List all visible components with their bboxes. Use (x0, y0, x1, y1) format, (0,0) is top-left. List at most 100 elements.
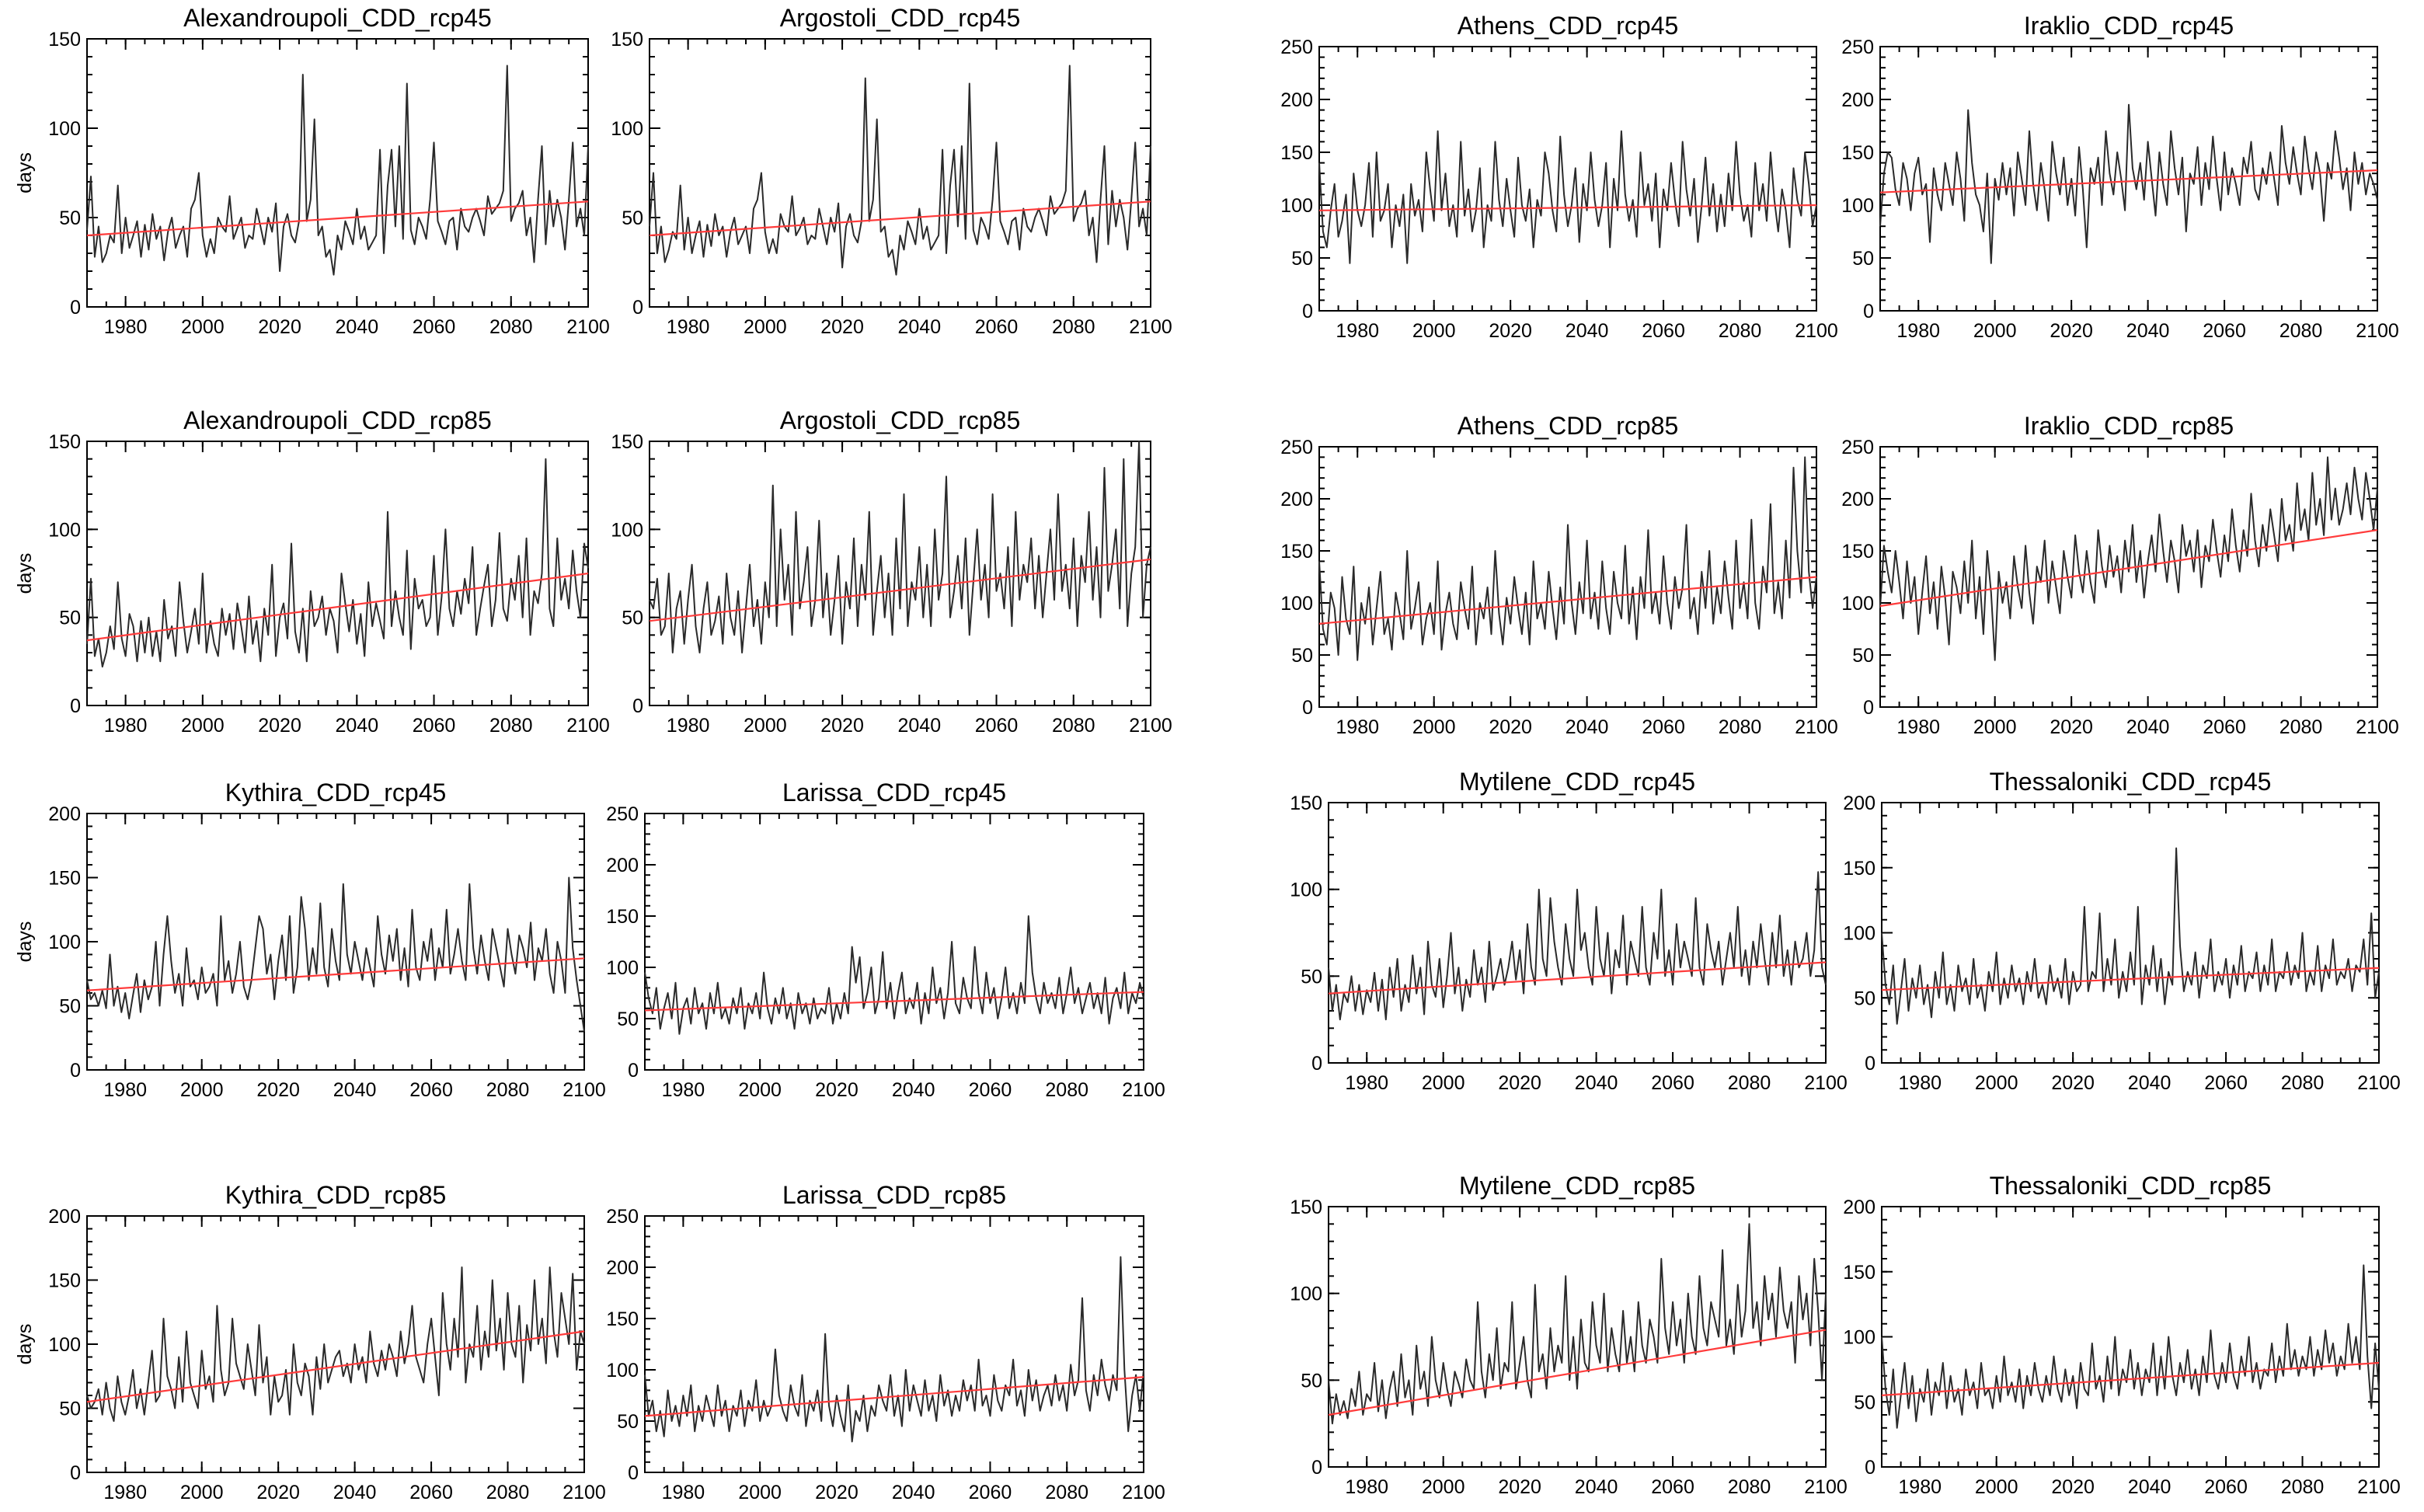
series-line-cdd (86, 64, 589, 276)
y-tick-label: 250 (1841, 37, 1874, 58)
x-tick-label: 1980 (1898, 1476, 1942, 1498)
x-tick-label: 2080 (486, 1482, 530, 1503)
x-tick-label: 2040 (897, 715, 941, 737)
x-tick-label: 2000 (1422, 1476, 1465, 1498)
y-tick-label: 200 (48, 1206, 81, 1228)
trend-line (86, 572, 589, 642)
y-tick-label: 0 (628, 1060, 639, 1082)
y-tick-label: 100 (606, 1360, 639, 1381)
y-tick-label: 200 (1280, 489, 1313, 510)
y-axis-label: days (14, 921, 36, 963)
x-tick-label: 1980 (103, 1079, 147, 1101)
x-tick-label: 2080 (489, 715, 533, 737)
y-axis-label: days (14, 553, 36, 594)
x-tick-label: 2040 (1566, 320, 1609, 342)
trend-line (649, 558, 1151, 622)
y-tick-label: 50 (1291, 248, 1313, 270)
y-tick-label: 0 (1302, 301, 1313, 322)
x-tick-label: 2100 (1122, 1482, 1165, 1503)
trend-line (1318, 576, 1817, 625)
x-tick-label: 2080 (1719, 716, 1762, 738)
y-tick-label: 250 (606, 1206, 639, 1228)
x-tick-label: 2060 (975, 316, 1019, 338)
chart-title: Alexandroupoli_CDD_rcp45 (183, 4, 492, 32)
trend-line (1879, 529, 2378, 608)
y-tick-label: 50 (1291, 645, 1313, 667)
x-tick-label: 2100 (1129, 316, 1172, 338)
plot-frame (644, 813, 1144, 1071)
series-line-cdd (1318, 130, 1817, 264)
x-tick-label: 2100 (2357, 1072, 2401, 1094)
y-tick-label: 50 (1852, 645, 1874, 667)
chart-iraklio-rcp85: Iraklio_CDD_rcp85 0 50 100 150 200 250 1980 2000… (1841, 412, 2399, 738)
x-tick-label: 2020 (2050, 320, 2093, 342)
x-tick-label: 2020 (1489, 716, 1532, 738)
x-tick-label: 2060 (2203, 716, 2246, 738)
y-tick-label: 50 (59, 1399, 81, 1420)
y-tick-label: 150 (1290, 793, 1322, 814)
trend-line (1328, 961, 1827, 995)
x-tick-label: 2000 (1412, 320, 1456, 342)
plot-frame (644, 1215, 1144, 1473)
x-tick-label: 2040 (333, 1079, 377, 1101)
x-tick-label: 2040 (2128, 1072, 2172, 1094)
x-tick-label: 2020 (820, 316, 864, 338)
x-tick-label: 2100 (2356, 716, 2399, 738)
x-tick-label: 2040 (2126, 320, 2170, 342)
y-tick-label: 200 (48, 803, 81, 825)
x-tick-label: 1980 (662, 1482, 705, 1503)
x-tick-label: 2000 (1412, 716, 1456, 738)
x-tick-label: 2060 (2203, 320, 2246, 342)
x-tick-label: 2060 (413, 715, 456, 737)
y-tick-label: 200 (606, 855, 639, 876)
y-tick-label: 100 (48, 118, 81, 140)
plot-frame (86, 441, 589, 706)
series-line-cdd (1879, 103, 2378, 264)
y-tick-label: 50 (1854, 988, 1875, 1009)
x-tick-label: 2000 (1973, 320, 2017, 342)
chart-title: Larissa_CDD_rcp85 (782, 1181, 1006, 1209)
trend-line (1881, 1361, 2380, 1396)
y-tick-label: 50 (59, 996, 81, 1018)
x-tick-label: 2100 (1795, 320, 1838, 342)
x-tick-label: 1980 (667, 715, 710, 737)
x-tick-label: 2060 (409, 1079, 453, 1101)
chart-athens-rcp85: Athens_CDD_rcp85 0 50 100 150 200 250 1980 2000 2… (1280, 412, 1838, 738)
x-tick-label: 2080 (1045, 1079, 1088, 1101)
x-tick-label: 2060 (1651, 1476, 1694, 1498)
x-tick-label: 2000 (1975, 1072, 2018, 1094)
y-tick-label: 0 (632, 695, 643, 717)
trend-line (644, 991, 1144, 1012)
series-line-cdd (1328, 871, 1827, 1021)
x-tick-label: 2020 (2051, 1476, 2095, 1498)
y-tick-label: 0 (1302, 697, 1313, 719)
chart-larissa-rcp45: Larissa_CDD_rcp45 0 50 100 150 200 250 1980 2000… (606, 779, 1165, 1101)
series-line-cdd (649, 64, 1151, 276)
plot-frame (1328, 1206, 1827, 1468)
x-tick-label: 2040 (335, 316, 378, 338)
x-tick-label: 2100 (566, 316, 610, 338)
x-tick-label: 2000 (1422, 1072, 1465, 1094)
x-tick-label: 2000 (1975, 1476, 2018, 1498)
x-tick-label: 2080 (1052, 715, 1095, 737)
x-tick-label: 2100 (1129, 715, 1172, 737)
chart-title: Iraklio_CDD_rcp45 (2024, 12, 2234, 40)
y-tick-label: 50 (1301, 966, 1322, 988)
x-tick-label: 2020 (1489, 320, 1532, 342)
series-line-cdd (1881, 1264, 2380, 1429)
y-tick-label: 50 (1852, 248, 1874, 270)
chart-title: Argostoli_CDD_rcp45 (780, 4, 1020, 32)
y-tick-label: 150 (1280, 142, 1313, 164)
x-tick-label: 2020 (258, 715, 301, 737)
y-tick-label: 100 (1290, 880, 1322, 901)
chart-mytilene-rcp85: Mytilene_CDD_rcp85 0 50 100 150 1980 2000 2020 2… (1290, 1172, 1848, 1498)
y-tick-label: 150 (1843, 1262, 1875, 1284)
y-tick-label: 200 (1280, 89, 1313, 111)
x-tick-label: 2080 (2279, 320, 2323, 342)
y-tick-label: 150 (48, 29, 81, 51)
series-line-cdd (644, 915, 1144, 1035)
x-tick-label: 2100 (2356, 320, 2399, 342)
y-tick-label: 100 (1843, 1327, 1875, 1349)
y-tick-label: 50 (622, 608, 643, 629)
